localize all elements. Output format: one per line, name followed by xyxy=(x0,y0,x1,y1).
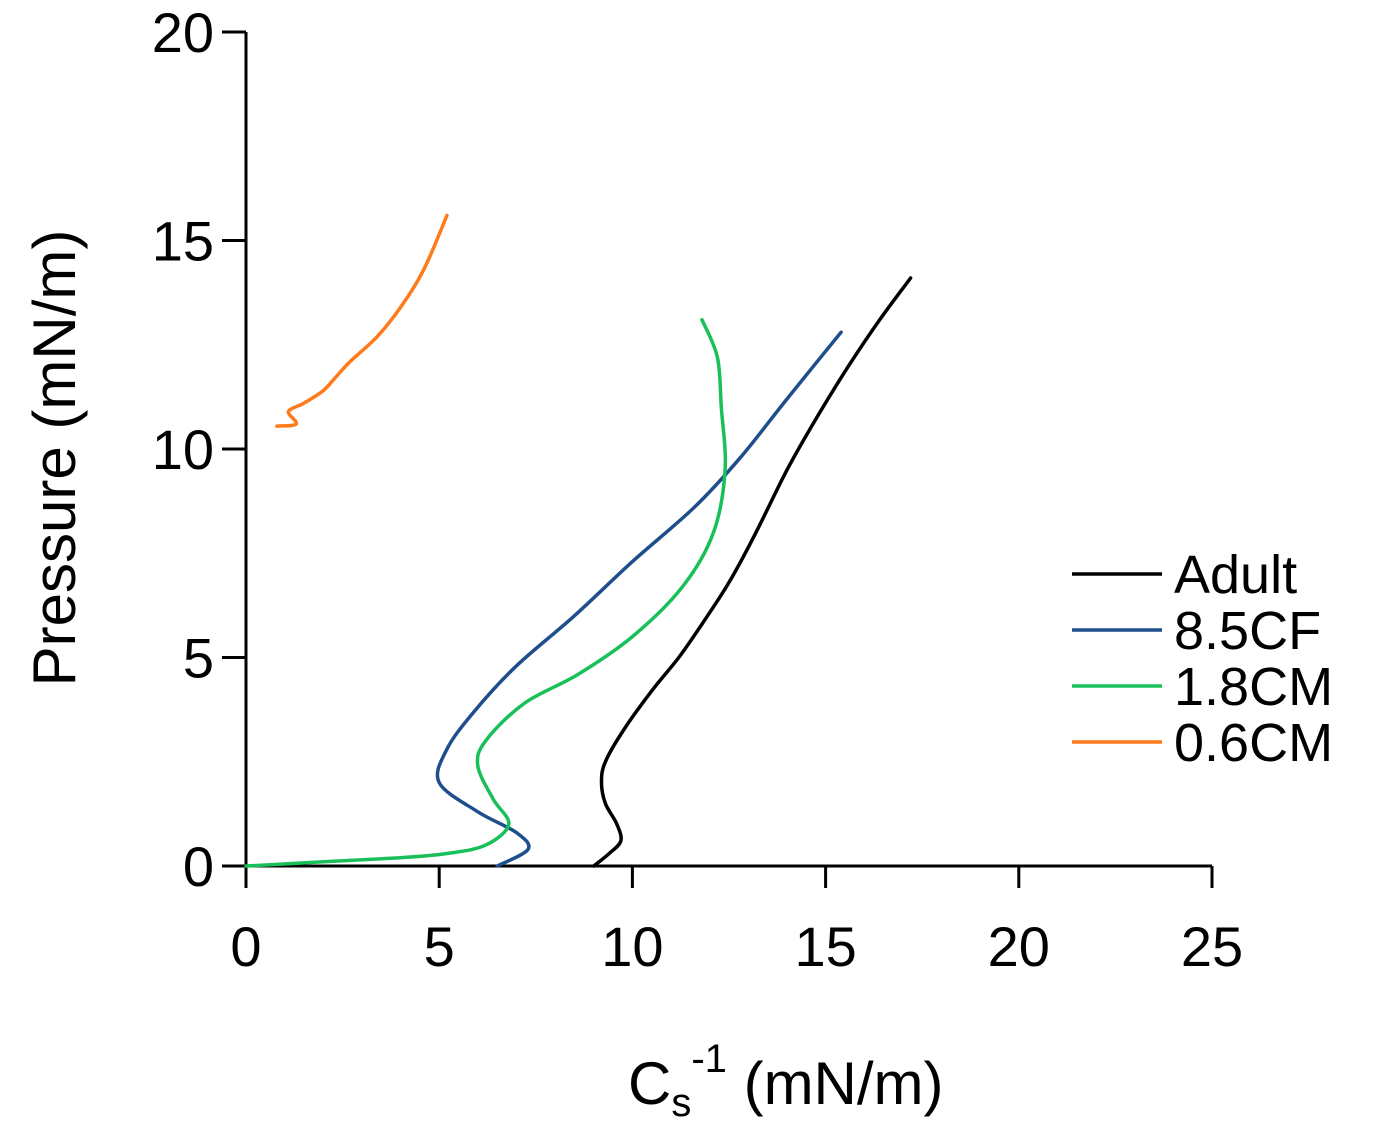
x-tick-label: 5 xyxy=(424,915,455,978)
x-axis-label-sup: -1 xyxy=(691,1037,727,1081)
legend-label-1-8cm: 1.8CM xyxy=(1174,657,1333,717)
x-ticks: 0 5 10 15 20 25 xyxy=(230,866,1243,978)
y-tick-label: 15 xyxy=(152,210,214,273)
y-tick-label: 5 xyxy=(183,627,214,690)
series-line-0-6cm xyxy=(275,213,449,428)
legend-label-adult: Adult xyxy=(1174,545,1297,605)
x-tick-label: 15 xyxy=(794,915,856,978)
x-tick-label: 10 xyxy=(601,915,663,978)
series-line-1-8cm xyxy=(244,317,728,868)
x-tick-label: 25 xyxy=(1181,915,1243,978)
x-axis-label-sub: s xyxy=(671,1081,691,1125)
series-line-adult xyxy=(592,276,913,868)
y-ticks: 0 5 10 15 20 xyxy=(152,1,246,898)
x-axis-label-main: C xyxy=(628,1050,671,1117)
legend-label-0-6cm: 0.6CM xyxy=(1174,713,1333,773)
x-axis-label: Cs-1 (mN/m) xyxy=(628,1037,944,1125)
legend-label-8-5cf: 8.5CF xyxy=(1174,601,1321,661)
y-axis-label: Pressure (mN/m) xyxy=(21,230,88,687)
series-line-8-5cf xyxy=(435,330,843,868)
series-lines xyxy=(244,213,913,868)
x-tick-label: 0 xyxy=(230,915,261,978)
x-axis-label-unit: (mN/m) xyxy=(727,1050,944,1117)
y-tick-label: 10 xyxy=(152,418,214,481)
x-tick-label: 20 xyxy=(988,915,1050,978)
y-tick-label: 0 xyxy=(183,835,214,898)
y-tick-label: 20 xyxy=(152,1,214,64)
